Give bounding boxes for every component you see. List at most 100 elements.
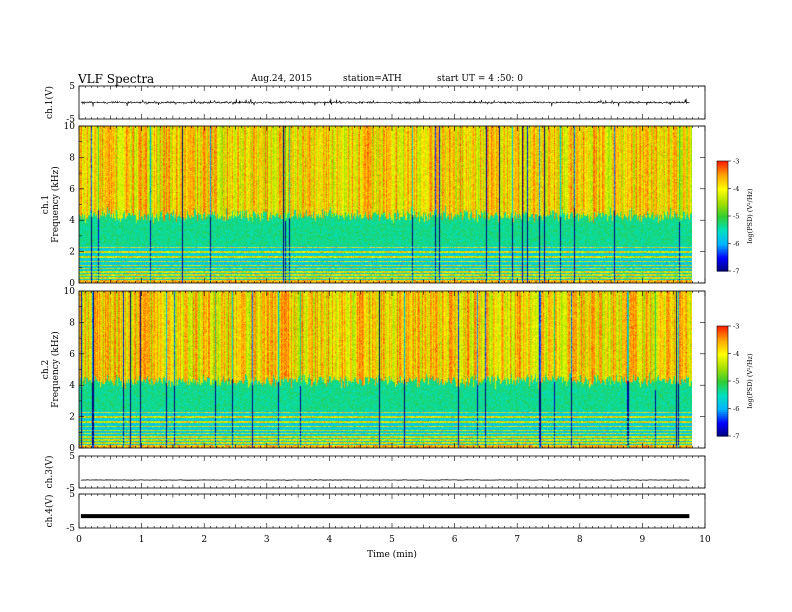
colorbar-cell	[717, 364, 728, 367]
colorbar-cell	[717, 190, 728, 193]
colorbar-cell	[717, 408, 728, 411]
colorbar-cell	[717, 430, 728, 433]
colorbar-cell	[717, 371, 728, 375]
colorbar-cell	[717, 252, 728, 256]
colorbar-cell	[717, 419, 728, 422]
x-axis-label: Time (min)	[367, 549, 417, 560]
colorbar-tick-label: -4	[733, 350, 739, 358]
colorbar-cell	[717, 192, 728, 195]
ylabel-voltage: ch.4(V)	[44, 495, 55, 528]
colorbar-cell	[717, 197, 728, 201]
ch3-waveform-trace	[80, 479, 690, 481]
colorbar-tick-label: -5	[733, 213, 739, 221]
colorbar-cell	[717, 212, 728, 215]
colorbar-cell	[717, 230, 728, 234]
colorbar-cell	[717, 184, 728, 188]
colorbar-cell	[717, 216, 728, 219]
colorbar-cell	[717, 258, 728, 261]
colorbar-cell	[717, 335, 728, 338]
ch1-spectrogram-image	[79, 126, 692, 283]
colorbar-cell	[717, 377, 728, 380]
y-tick-label: -5	[66, 484, 75, 494]
colorbar-cell	[717, 404, 728, 408]
x-tick-label: 2	[201, 535, 207, 545]
ylabel-frequency: Frequency (kHz)	[50, 166, 61, 243]
colorbar-cell	[717, 342, 728, 345]
date-label: Aug.24, 2015	[251, 74, 312, 84]
colorbar-cell	[717, 214, 728, 217]
colorbar-cell	[717, 373, 728, 377]
colorbar-cell	[717, 234, 728, 237]
colorbar-cell	[717, 188, 728, 191]
colorbar-cell	[717, 414, 728, 417]
colorbar-cell	[717, 161, 728, 164]
colorbar-cell	[717, 267, 728, 270]
colorbar-cell	[717, 417, 728, 421]
ch1-waveform-trace	[80, 98, 690, 107]
colorbar-cell	[717, 410, 728, 413]
station-label: station=ATH	[343, 74, 402, 84]
colorbar-cell	[717, 201, 728, 204]
colorbar-cell	[717, 379, 728, 382]
colorbar-cell	[717, 205, 728, 208]
colorbar-cell	[717, 243, 728, 246]
colorbar-cell	[717, 340, 728, 344]
colorbar-cell	[717, 170, 728, 173]
colorbar-cell	[717, 263, 728, 267]
colorbar-cell	[717, 333, 728, 336]
colorbar-cell	[717, 401, 728, 404]
colorbar-cell	[717, 368, 728, 371]
colorbar-cell	[717, 221, 728, 224]
x-tick-label: 6	[452, 535, 458, 545]
colorbar-cell	[717, 412, 728, 415]
y-tick-label: 8	[69, 153, 75, 163]
colorbar-label: log(PSD) (V²/Hz)	[746, 353, 754, 408]
colorbar-cell	[717, 428, 728, 432]
colorbar-cell	[717, 348, 728, 351]
colorbar-cell	[717, 390, 728, 393]
colorbar-cell	[717, 392, 728, 395]
colorbar-cell	[717, 223, 728, 226]
colorbar-cell	[717, 245, 728, 248]
colorbar-cell	[717, 247, 728, 250]
y-tick-label: 2	[69, 413, 75, 423]
ylabel-channel: ch.2	[41, 360, 51, 379]
colorbar-cell	[717, 425, 728, 428]
colorbar-cell	[717, 217, 728, 221]
x-tick-label: 7	[514, 535, 520, 545]
colorbar-tick-label: -6	[733, 405, 739, 413]
colorbar-cell	[717, 349, 728, 353]
colorbar-cell	[717, 162, 728, 166]
panel-frame	[78, 493, 706, 529]
colorbar-cell	[717, 195, 728, 199]
ylabel-frequency: Frequency (kHz)	[50, 331, 61, 408]
y-tick-label: 6	[69, 185, 75, 195]
y-tick-label: 10	[64, 122, 76, 132]
colorbar-cell	[717, 326, 728, 329]
colorbar-tick-label: -7	[733, 268, 739, 276]
y-tick-label: 0	[69, 279, 75, 289]
y-tick-label: 4	[69, 216, 75, 226]
colorbar-cell	[717, 249, 728, 252]
colorbar-cell	[717, 393, 728, 397]
x-tick-label: 8	[577, 535, 583, 545]
x-tick-label: 10	[699, 535, 711, 545]
colorbar-cell	[717, 166, 728, 169]
colorbar-cell	[717, 338, 728, 342]
y-tick-label: -5	[66, 115, 75, 125]
colorbar-cell	[717, 355, 728, 358]
colorbar-tick-label: -5	[733, 378, 739, 386]
y-tick-label: 2	[69, 248, 75, 258]
colorbar-cell	[717, 423, 728, 426]
colorbar-cell	[717, 261, 728, 265]
colorbar-cell	[717, 370, 728, 373]
colorbar-cell	[717, 219, 728, 223]
y-tick-label: 4	[69, 381, 75, 391]
colorbar-cell	[717, 256, 728, 259]
colorbar-cell	[717, 434, 728, 437]
colorbar-cell	[717, 183, 728, 186]
colorbar-cell	[717, 241, 728, 245]
x-tick-label: 3	[264, 535, 270, 545]
colorbar-cell	[717, 403, 728, 406]
